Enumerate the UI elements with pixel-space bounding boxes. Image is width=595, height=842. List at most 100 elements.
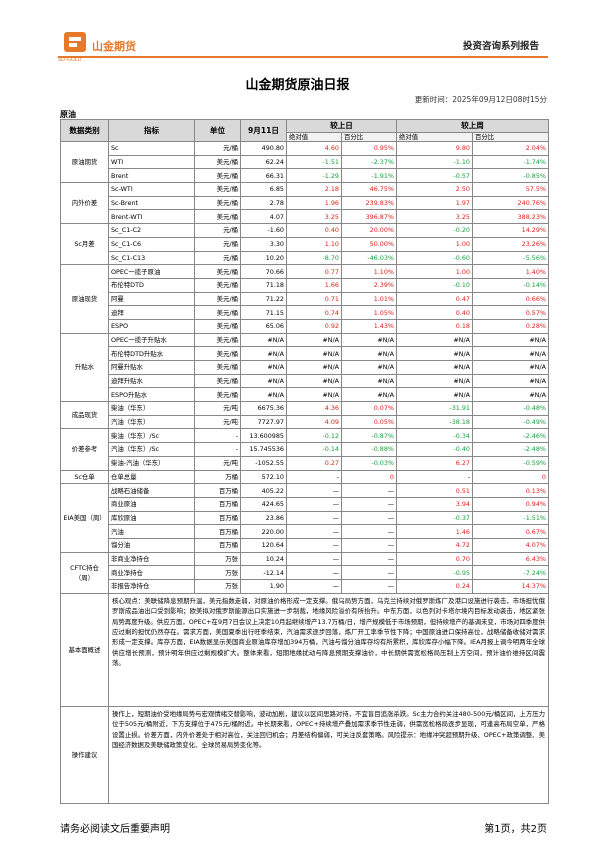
data-cell: -0.14 bbox=[286, 442, 342, 457]
data-cell: — bbox=[341, 537, 397, 553]
data-cell: — bbox=[341, 524, 397, 539]
table-row: 布伦特DTD升贴水 美元/桶 #N/A #N/A #N/A #N/A #N/A bbox=[61, 346, 549, 361]
data-cell: Sc_C1-C13 bbox=[108, 250, 195, 266]
data-cell: 65.06 bbox=[240, 318, 287, 334]
data-cell: -0.34 bbox=[396, 428, 473, 444]
data-cell: — bbox=[286, 551, 342, 567]
data-cell: #N/A bbox=[341, 332, 397, 348]
data-cell: -1052.55 bbox=[240, 455, 287, 471]
table-row: 迪拜 美元/桶 71.15 0.74 1.05% 0.40 0.57% bbox=[61, 305, 549, 320]
data-cell: 0.95% bbox=[341, 141, 397, 156]
series: 投资咨询系列报告 bbox=[462, 41, 539, 52]
data-cell: 1.00 bbox=[396, 264, 473, 279]
data-cell: 1.96 bbox=[286, 195, 342, 211]
data-cell: -0.49% bbox=[472, 414, 549, 430]
data-cell: -5.56% bbox=[472, 250, 549, 266]
data-cell: ESPO bbox=[108, 318, 195, 334]
data-cell: #N/A bbox=[472, 373, 549, 389]
data-cell: 120.64 bbox=[240, 537, 287, 553]
data-cell: -0.88% bbox=[341, 442, 397, 457]
table-body: 原油期货 Sc 元/桶 490.80 4.60 0.95% 9.80 2.04% WTI 美元/桶… bbox=[60, 140, 549, 804]
data-cell: WTI bbox=[108, 154, 195, 170]
data-cell: 汽油（华东） bbox=[108, 414, 195, 430]
data-cell: 4.36 bbox=[286, 401, 342, 416]
data-cell: 1.66 bbox=[286, 277, 342, 293]
data-cell: 万张 bbox=[194, 565, 241, 580]
data-cell: 元/吨 bbox=[194, 414, 241, 430]
data-cell: 元/吨 bbox=[194, 401, 241, 416]
data-cell: 9.80 bbox=[396, 141, 473, 156]
data-cell: 1.10% bbox=[341, 264, 397, 279]
data-cell: - bbox=[194, 428, 241, 444]
data-cell: 布伦特DTD升贴水 bbox=[108, 346, 195, 361]
data-cell: 元/吨 bbox=[194, 455, 241, 471]
page-number: 第1页，共2页 bbox=[484, 824, 547, 835]
data-cell: 美元/桶 bbox=[194, 182, 241, 197]
category-cell: 价差参考 bbox=[60, 428, 109, 471]
table-row: 商业原油 百万桶 424.65— —3.94 0.94% bbox=[61, 496, 549, 512]
data-cell: Sc-WTI bbox=[108, 182, 195, 197]
data-cell: #N/A bbox=[240, 360, 287, 375]
category-cell: 原油现货 bbox=[60, 264, 109, 334]
data-cell: — bbox=[341, 483, 397, 498]
data-cell: 美元/桶 bbox=[194, 291, 241, 307]
data-cell: — bbox=[286, 579, 342, 594]
data-cell: 15.745536 bbox=[240, 442, 287, 457]
text-row: 操作建议 操作上，短期油价受地缘局势与宏观情绪交替影响，波动加剧，建议以区间思路对… bbox=[60, 705, 549, 804]
data-cell: -0.59% bbox=[472, 455, 549, 471]
data-cell: -1.29 bbox=[286, 168, 342, 184]
data-cell: #N/A bbox=[396, 360, 473, 375]
data-cell: 6.27 bbox=[396, 455, 473, 471]
data-cell: 1.46 bbox=[396, 524, 473, 539]
data-cell: 20.00% bbox=[341, 223, 397, 238]
table-row: 汽油（华东）/Sc -15.745536 -0.14 -0.88% -0.40 -2.48… bbox=[61, 442, 549, 457]
data-cell: 14.37% bbox=[472, 579, 549, 594]
header-cell: 较上周 bbox=[396, 119, 549, 133]
data-cell: #N/A bbox=[341, 360, 397, 375]
category-cell: Sc月差 bbox=[60, 223, 109, 266]
data-cell: OPEC一揽子升贴水 bbox=[108, 332, 195, 348]
data-cell: 仓单总量 bbox=[108, 469, 195, 485]
data-cell: Sc_C1-C2 bbox=[108, 223, 195, 238]
data-cell: 非报告净持仓 bbox=[108, 579, 195, 594]
data-cell: — bbox=[286, 483, 342, 498]
data-cell: Sc_C1-C6 bbox=[108, 236, 195, 252]
data-cell: 1.00 bbox=[396, 236, 473, 252]
data-cell: — bbox=[286, 524, 342, 539]
data-cell: — bbox=[341, 496, 397, 512]
data-cell: 2.04% bbox=[472, 141, 549, 156]
data-cell: 0.47 bbox=[396, 291, 473, 307]
data-cell: -0.10 bbox=[396, 277, 473, 293]
table-row: 汽油 百万桶 220.00— —1.46 0.67% bbox=[61, 524, 549, 539]
data-cell: 6675.36 bbox=[240, 401, 287, 416]
table-row: Sc-Brent 美元/桶 2.78 1.96 239.83% 1.97 240.76% bbox=[61, 195, 549, 211]
title: 山金期货原油日报 bbox=[245, 78, 350, 93]
brand: 山金期货 bbox=[92, 40, 136, 53]
data-cell: 馏分油 bbox=[108, 537, 195, 553]
data-cell: 240.76% bbox=[472, 195, 549, 211]
data-cell: 0.67% bbox=[472, 524, 549, 539]
data-cell: 元/桶 bbox=[194, 141, 241, 156]
data-cell: 0.24 bbox=[396, 579, 473, 594]
logo-icon bbox=[64, 32, 86, 52]
data-cell: Brent bbox=[108, 168, 195, 184]
data-cell: 3.30 bbox=[240, 236, 287, 252]
data-cell: -0.20 bbox=[396, 223, 473, 238]
data-cell: 2.18 bbox=[286, 182, 342, 197]
data-cell: #N/A bbox=[396, 332, 473, 348]
table-row: CFTC持仓（周） 非商业净持仓 万张 10.24— —0.70 6.43% bbox=[60, 551, 549, 594]
header-cell: 绝对值 bbox=[286, 132, 342, 142]
data-cell: 0.27 bbox=[286, 455, 342, 471]
data-cell: ESPO升贴水 bbox=[108, 387, 195, 403]
data-cell: -0.60 bbox=[396, 250, 473, 266]
data-cell: 490.80 bbox=[240, 141, 287, 156]
table-row: 升贴水 OPEC一揽子升贴水 美元/桶 #N/A #N/A #N/A #N/A #N/A bbox=[60, 332, 549, 403]
data-cell: 220.00 bbox=[240, 524, 287, 539]
data-cell: #N/A bbox=[286, 360, 342, 375]
data-cell: 46.75% bbox=[341, 182, 397, 197]
data-table: 数据类别 指标 单位 9月11日 较上日 较上周 绝对值 百分比 绝对值 百分比 原油期货 Sc 元… bbox=[60, 119, 549, 804]
data-cell: #N/A bbox=[286, 332, 342, 348]
data-cell: -1.10 bbox=[396, 154, 473, 170]
table-row: Sc_C1-C6 元/桶 3.30 1.10 50.00% 1.00 23.26% bbox=[61, 236, 549, 252]
